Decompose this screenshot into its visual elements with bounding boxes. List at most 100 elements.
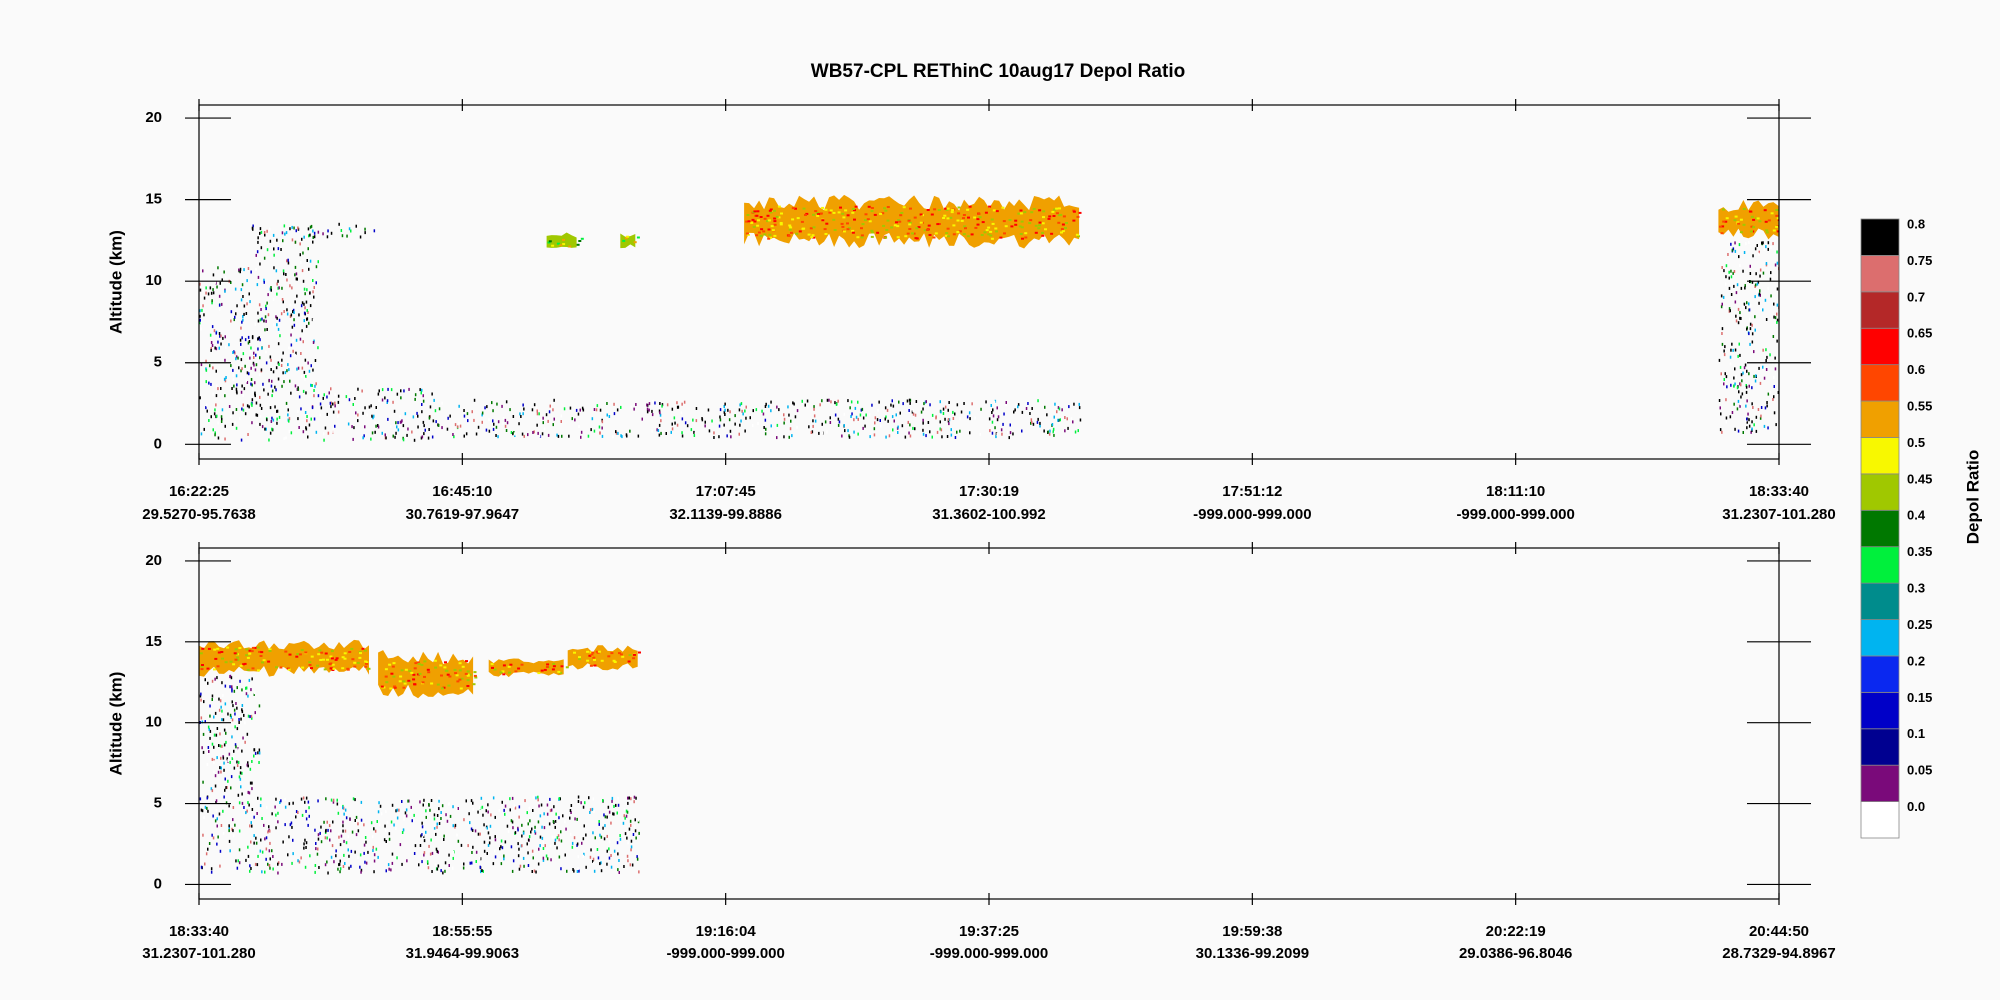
cloud-texture	[1062, 215, 1066, 218]
speckle	[216, 824, 218, 828]
speckle	[354, 819, 356, 822]
speckle	[939, 427, 941, 431]
speckle	[313, 231, 316, 235]
speckle	[213, 733, 216, 737]
speckle	[213, 412, 216, 416]
speckle	[1765, 262, 1768, 265]
speckle	[254, 862, 257, 866]
speckle	[630, 839, 633, 843]
speckle	[850, 415, 852, 418]
speckle	[616, 811, 618, 815]
speckle	[244, 721, 246, 725]
speckle	[1746, 417, 1748, 421]
speckle	[886, 408, 889, 412]
speckle	[212, 366, 214, 370]
speckle	[1739, 311, 1741, 315]
speckle	[269, 431, 272, 435]
speckle	[1765, 348, 1767, 352]
speckle	[646, 403, 649, 407]
speckle	[890, 403, 892, 407]
speckle	[522, 831, 525, 835]
cloud-texture	[1722, 208, 1725, 211]
speckle	[578, 425, 580, 428]
speckle	[438, 407, 441, 411]
speckle	[488, 429, 491, 433]
speckle	[414, 393, 417, 397]
speckle	[235, 312, 237, 316]
speckle	[230, 281, 232, 284]
speckle	[577, 855, 580, 859]
speckle	[215, 331, 217, 335]
speckle	[199, 396, 201, 400]
speckle	[494, 849, 496, 853]
speckle	[317, 833, 320, 837]
cloud-texture	[393, 686, 397, 689]
cloud-texture	[408, 670, 412, 673]
speckle	[618, 871, 620, 874]
speckle	[630, 848, 632, 852]
speckle	[269, 841, 271, 845]
speckle	[1747, 412, 1749, 416]
speckle	[853, 430, 855, 434]
cloud-texture	[473, 674, 477, 677]
speckle	[203, 816, 205, 820]
x-tick-label: 20:22:19	[1486, 923, 1546, 940]
speckle	[628, 796, 630, 800]
speckle	[286, 278, 288, 282]
speckle	[257, 240, 259, 244]
cloud-texture	[221, 657, 224, 660]
speckle	[398, 808, 400, 812]
speckle	[202, 732, 205, 736]
speckle	[228, 804, 230, 808]
speckle	[325, 797, 327, 801]
speckle	[1748, 302, 1750, 306]
speckle	[812, 419, 814, 423]
speckle	[342, 820, 344, 824]
speckle	[274, 805, 276, 809]
speckle	[228, 839, 231, 843]
speckle	[589, 808, 592, 812]
speckle	[220, 420, 223, 423]
speckle	[364, 425, 366, 429]
speckle	[434, 409, 437, 413]
speckle	[342, 829, 344, 833]
speckle	[312, 368, 314, 372]
cloud-texture	[1038, 224, 1041, 227]
speckle	[235, 702, 237, 705]
speckle	[511, 796, 514, 800]
speckle	[658, 433, 661, 437]
speckle	[1762, 348, 1764, 352]
speckle	[238, 416, 241, 420]
cloud-texture	[870, 210, 874, 213]
cloud-texture	[788, 228, 792, 231]
speckle	[1769, 391, 1771, 395]
speckle	[1776, 339, 1778, 343]
speckle	[290, 821, 293, 825]
cloud-texture	[402, 686, 406, 689]
cloud-texture	[444, 661, 447, 664]
speckle	[303, 235, 305, 239]
speckle	[531, 849, 534, 853]
speckle	[359, 865, 361, 869]
cloud-texture	[981, 221, 985, 224]
speckle	[256, 413, 259, 417]
speckle	[284, 823, 286, 827]
speckle	[492, 862, 495, 866]
speckle	[209, 364, 211, 368]
speckle	[288, 802, 291, 806]
speckle	[1749, 342, 1751, 346]
speckle	[253, 841, 255, 845]
speckle	[1777, 391, 1779, 394]
speckle	[203, 427, 205, 431]
cloud-texture	[310, 667, 313, 670]
speckle	[354, 397, 356, 400]
speckle	[1032, 422, 1035, 426]
speckle	[1773, 385, 1775, 388]
speckle	[1776, 320, 1778, 324]
speckle	[219, 334, 221, 338]
plot-area	[199, 639, 641, 875]
speckle	[465, 432, 468, 436]
speckle	[479, 856, 481, 860]
speckle	[421, 825, 424, 829]
cloud-texture	[288, 653, 292, 656]
